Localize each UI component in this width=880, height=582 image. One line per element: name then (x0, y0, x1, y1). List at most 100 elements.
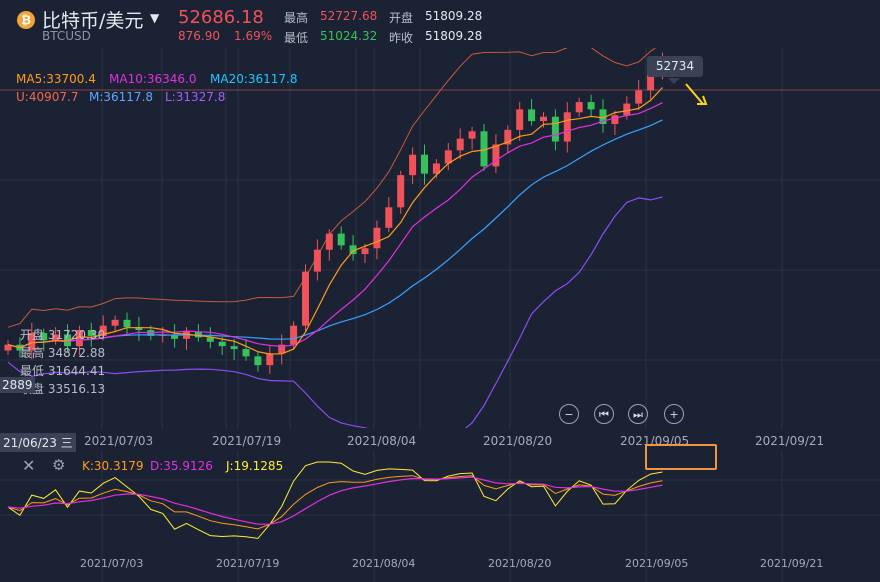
candle-body (492, 144, 500, 167)
ma10-line (7, 102, 663, 349)
candle-body (28, 333, 36, 351)
bollinger-bands (7, 48, 663, 428)
kdj-d-line (7, 476, 663, 525)
candle-body (40, 333, 48, 341)
kdj-j-legend: J:19.1285 (226, 459, 284, 473)
sub-date-tick: 2021/08/04 (352, 557, 416, 570)
candle-body (87, 330, 95, 336)
cross-open: 开盘 31720.30 (20, 328, 106, 342)
candle-body (504, 129, 512, 145)
ma10-legend: MA10:36346.0 (109, 72, 197, 86)
candle-body (206, 337, 214, 342)
candle-body (373, 227, 381, 249)
date-tick: 2021/09/21 (755, 434, 825, 448)
candle-body (349, 245, 357, 255)
candle-body (194, 331, 202, 338)
high-label: 最高 (284, 11, 309, 25)
instrument-title[interactable]: 比特币/美元 (42, 10, 144, 32)
candle-body (516, 109, 524, 130)
boll-mid-legend: M:36117.8 (89, 90, 154, 104)
candle-body (635, 90, 643, 104)
kdj-k-legend: K:30.3179 (82, 459, 144, 473)
candle-body (409, 154, 417, 176)
bitcoin-icon: ₿ (17, 11, 35, 29)
date-tick: 2021/08/04 (347, 434, 417, 448)
date-tick: 2021/07/03 (84, 434, 154, 448)
candle-body (361, 248, 369, 255)
date-tick: 2021/08/20 (483, 434, 553, 448)
candlestick-chart[interactable] (0, 48, 880, 428)
scroll-last-button[interactable]: ⏭ (628, 404, 648, 424)
crosshair-price-label: 2889 (0, 377, 35, 393)
boll-upper-legend: U:40907.7 (16, 90, 79, 104)
scroll-first-button[interactable]: ⏮ (594, 404, 614, 424)
boll-upper-line (7, 48, 657, 328)
prev-close-value: 51809.28 (425, 29, 483, 43)
candle-body (230, 346, 238, 350)
high-value: 52727.68 (320, 9, 378, 23)
candle-body (302, 271, 309, 326)
candle-body (528, 109, 536, 122)
candle-body (111, 319, 119, 326)
kdj-d-legend: D:35.9126 (150, 459, 213, 473)
boll-lower-line (7, 196, 663, 428)
candle-body (52, 334, 60, 341)
sub-date-tick: 2021/07/03 (80, 557, 144, 570)
highlight-box (645, 444, 717, 470)
crosshair-date-label: 21/06/23 三 (0, 433, 76, 452)
price-change-pct: 1.69% (234, 29, 273, 43)
kdj-grid (0, 452, 880, 582)
candle-body (480, 131, 488, 167)
candle-body (432, 163, 440, 174)
candle-body (397, 175, 405, 208)
boll-lower-legend: L:31327.8 (165, 90, 226, 104)
chevron-down-icon[interactable]: ▼ (150, 11, 160, 25)
open-value: 51809.28 (425, 9, 483, 23)
sub-date-tick: 2021/07/19 (216, 557, 280, 570)
price-change: 876.90 (178, 29, 220, 43)
kdj-lines (7, 461, 663, 539)
candle-body (171, 334, 179, 339)
candle-body (290, 325, 298, 345)
close-icon[interactable]: ✕ (22, 456, 36, 475)
candle-body (563, 112, 571, 142)
candle-body (4, 344, 12, 351)
kdj-j-line (7, 461, 663, 539)
candle-body (385, 207, 393, 228)
sub-date-tick: 2021/09/21 (760, 557, 824, 570)
candle-body (254, 356, 262, 366)
candle-body (242, 349, 250, 357)
candle-body (337, 233, 345, 246)
candle-body (647, 68, 655, 91)
low-value: 51024.32 (320, 29, 378, 43)
kdj-k-line (7, 475, 663, 530)
candle-body (587, 102, 595, 110)
date-tick: 2021/07/19 (212, 434, 282, 448)
prev-close-label: 昨收 (389, 31, 414, 45)
candle-body (123, 319, 131, 328)
candle-body (444, 150, 452, 164)
settings-icon[interactable]: ⚙ (52, 456, 66, 474)
chart-grid (0, 48, 880, 428)
ma5-line (7, 87, 663, 355)
sub-date-tick: 2021/08/20 (488, 557, 552, 570)
low-label: 最低 (284, 31, 309, 45)
open-label: 开盘 (389, 11, 414, 25)
candle-body (551, 116, 559, 142)
candle-body (325, 233, 333, 250)
price-tooltip: 52734 (647, 56, 703, 77)
ma20-line (7, 119, 663, 349)
instrument-symbol: BTCUSD (42, 29, 91, 43)
candle-body (278, 344, 286, 354)
trend-arrow-icon (685, 83, 708, 105)
zoom-out-button[interactable]: − (559, 404, 579, 424)
zoom-in-button[interactable]: + (664, 404, 684, 424)
kdj-chart[interactable] (0, 452, 880, 582)
cross-low: 最低 31644.41 (20, 364, 106, 378)
cross-high: 最高 34872.88 (20, 346, 106, 360)
candle-body (99, 325, 107, 336)
candle-body (313, 249, 321, 272)
candle-body (540, 116, 547, 122)
ma20-legend: MA20:36117.8 (210, 72, 298, 86)
candle-body (456, 138, 464, 151)
